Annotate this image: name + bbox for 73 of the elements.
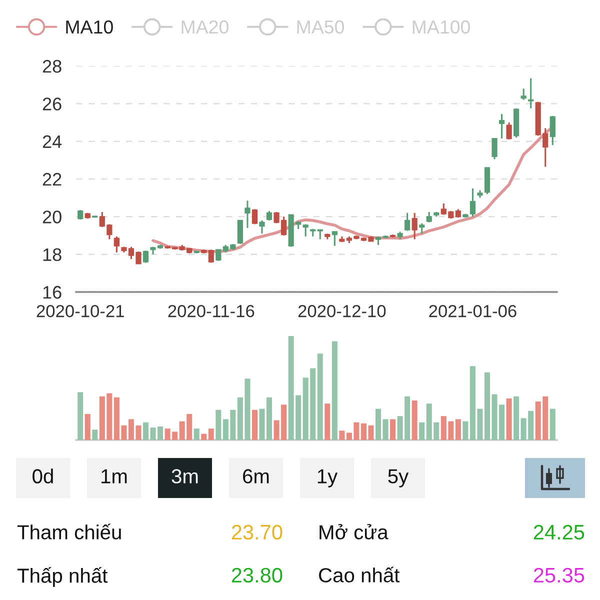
x-tick-label: 2020-11-16: [168, 304, 254, 318]
bar: [332, 341, 338, 440]
candlestick: [520, 88, 526, 101]
legend-label: MA10: [66, 20, 113, 34]
bar: [390, 419, 396, 440]
x-tick-label: 2020-10-21: [36, 304, 124, 318]
bar: [84, 414, 90, 440]
x-tick-label: 2020-12-10: [298, 304, 386, 318]
bar: [324, 404, 330, 440]
candlestick: [266, 210, 272, 222]
candlestick: [332, 230, 338, 247]
y-tick-label: 16: [43, 286, 62, 299]
text: 3m: [172, 469, 198, 484]
text: 1m: [102, 469, 127, 484]
text: 23.70: [232, 524, 282, 540]
text: Tham chiếu: [17, 524, 121, 540]
candlestick: [244, 200, 250, 229]
candlestick: [528, 77, 534, 110]
text: 0d: [32, 468, 53, 484]
text: 25.35: [534, 568, 584, 583]
bar: [339, 430, 345, 440]
candlestick: [302, 223, 308, 238]
text: 1y: [318, 469, 338, 488]
text: 5y: [388, 469, 409, 488]
candlestick: [426, 211, 432, 224]
bar: [506, 398, 512, 440]
bar: [208, 428, 214, 440]
candlestick: [550, 115, 556, 146]
candlestick: [404, 212, 410, 232]
bar: [550, 408, 556, 440]
y-tick-label: 26: [42, 98, 62, 110]
bar: [92, 430, 98, 440]
bar: [201, 434, 207, 440]
candlestick: [252, 208, 258, 225]
bar: [252, 410, 258, 440]
bar: [194, 428, 200, 440]
bar: [462, 421, 468, 440]
y-tick-label: 20: [42, 210, 62, 224]
candlestick: [142, 250, 149, 264]
bar: [317, 354, 323, 440]
candlestick: [114, 236, 120, 254]
bar: [455, 419, 461, 440]
y-tick-label: 18: [43, 248, 62, 262]
bar: [216, 410, 222, 440]
candlestick: [492, 138, 498, 160]
bar: [419, 422, 425, 440]
candlestick: [259, 220, 265, 234]
text: 6m: [243, 469, 269, 484]
candlestick: [78, 209, 84, 220]
text: 24.25: [534, 524, 584, 540]
bar: [142, 422, 149, 440]
candlestick: [419, 222, 425, 234]
text: Cao nhất: [319, 566, 400, 582]
bar: [412, 400, 418, 440]
candlestick: [506, 122, 512, 140]
bar: [514, 396, 520, 440]
bar: [78, 392, 84, 440]
text: Thấp nhất: [17, 567, 108, 587]
candlestick: [317, 229, 323, 240]
text: Mở cửa: [320, 524, 388, 540]
bar: [484, 372, 490, 440]
candlestick: [498, 113, 505, 140]
candlestick: [216, 248, 222, 262]
candlestick: [412, 212, 418, 240]
y-tick-label: 24: [42, 135, 62, 148]
y-tick-label: 28: [42, 60, 62, 73]
bar: [382, 419, 388, 440]
x-tick-label: 2021-01-06: [429, 304, 516, 318]
candlestick: [208, 248, 214, 264]
text: 23.80: [232, 568, 282, 583]
candlestick: [237, 220, 244, 245]
y-tick-label: 22: [42, 172, 62, 186]
bar: [376, 408, 382, 440]
